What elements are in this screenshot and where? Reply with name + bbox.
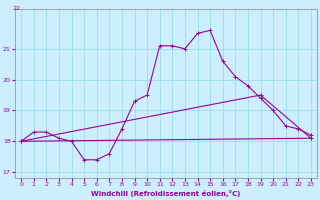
X-axis label: Windchill (Refroidissement éolien,°C): Windchill (Refroidissement éolien,°C) [91,190,241,197]
Text: 22: 22 [13,6,21,11]
